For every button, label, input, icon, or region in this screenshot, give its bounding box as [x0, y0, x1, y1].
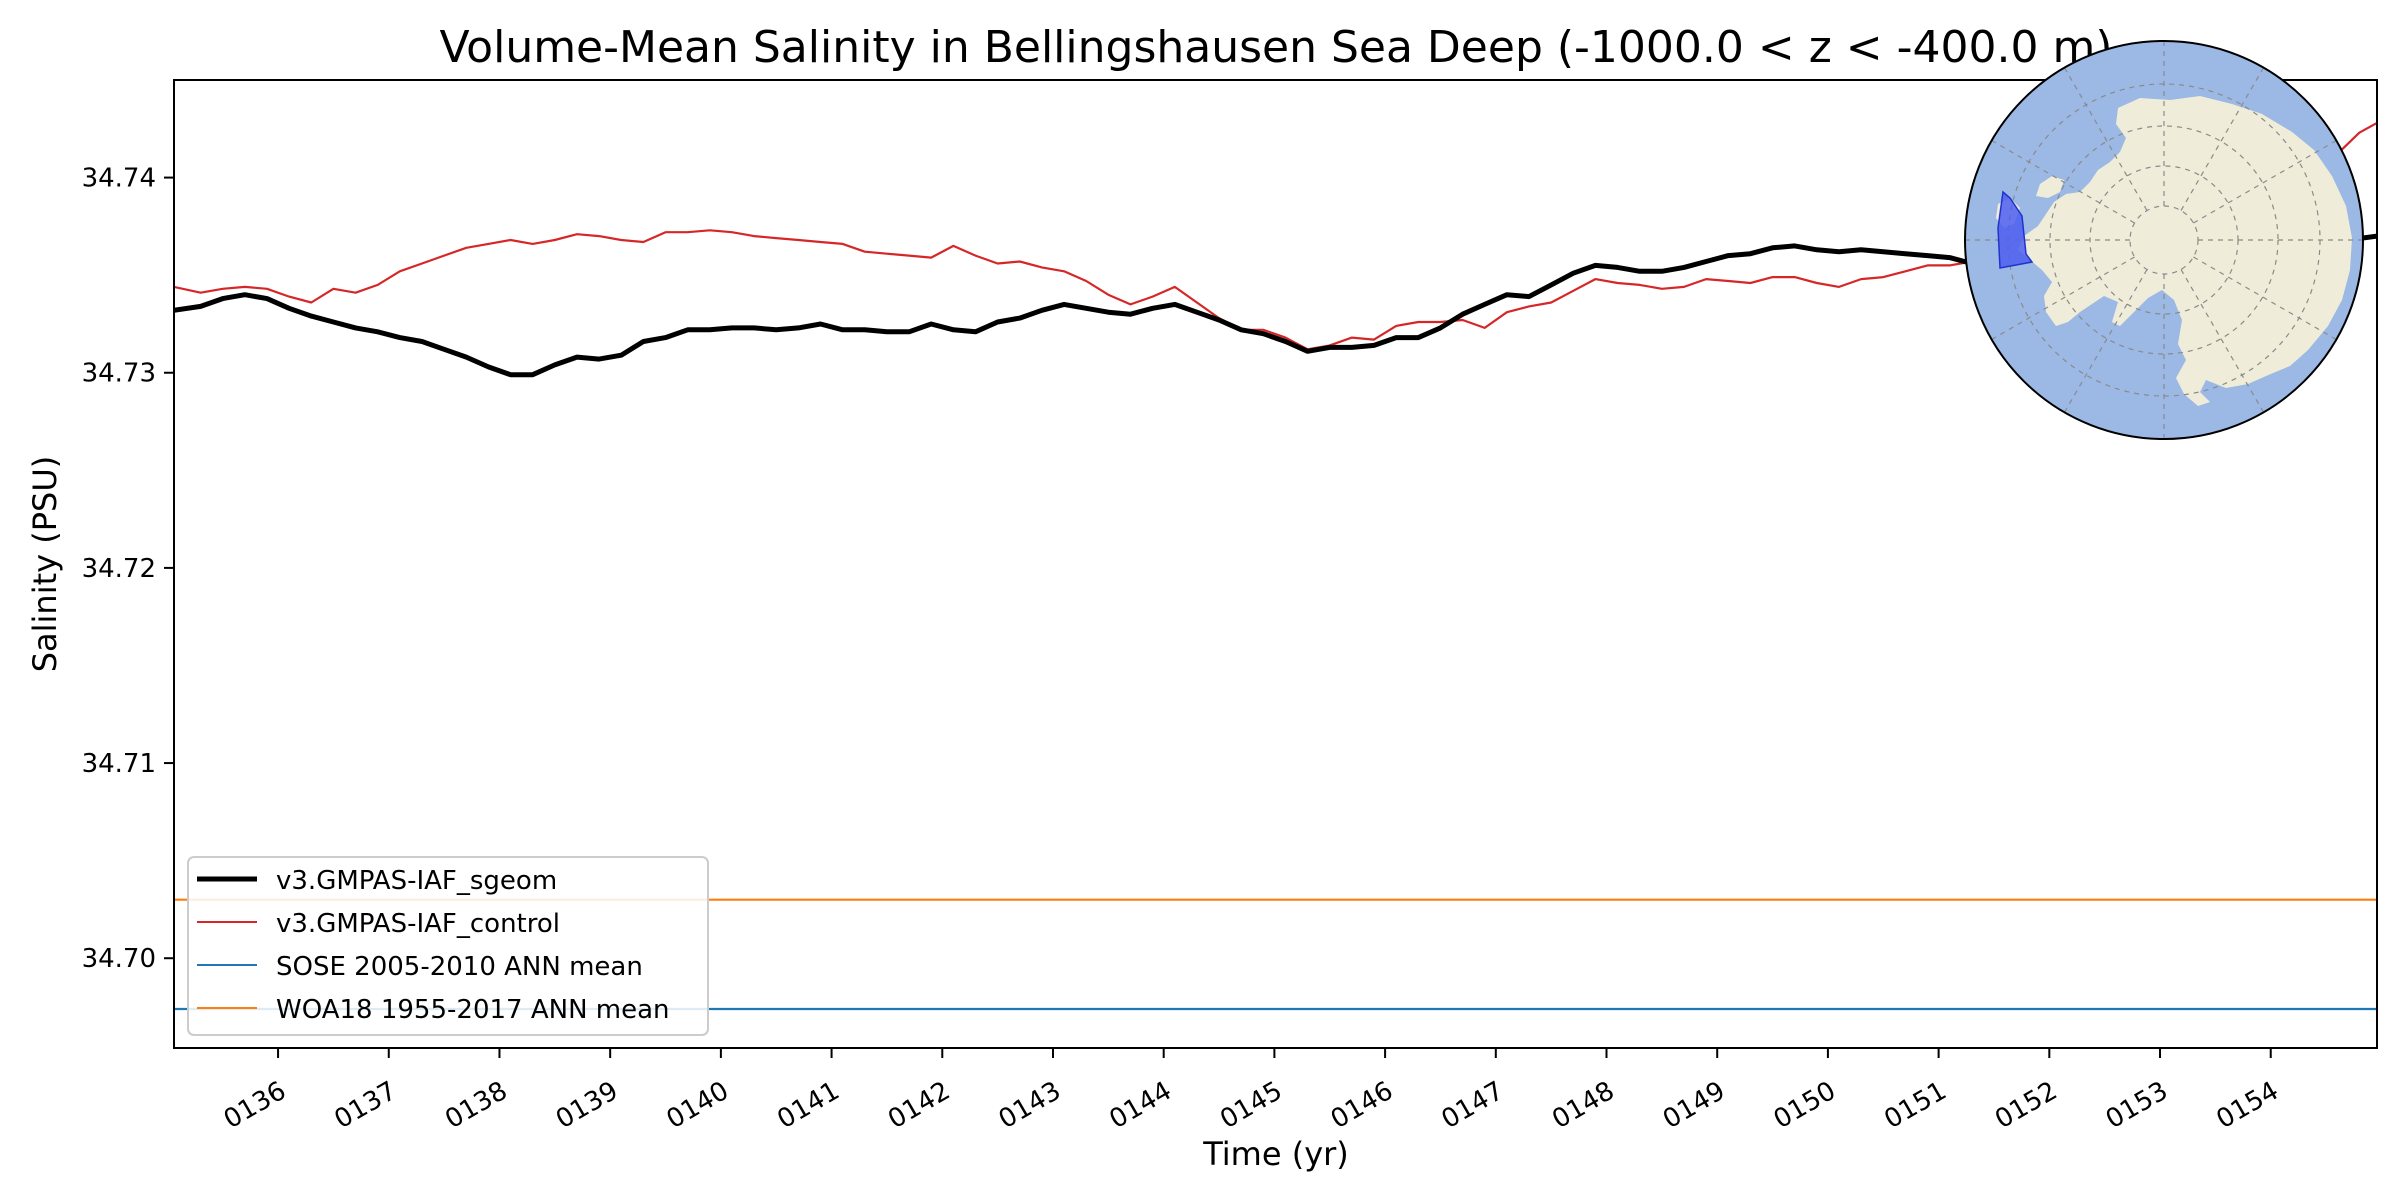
map-meridian-line — [2193, 256, 2337, 341]
legend-label-control: v3.GMPAS-IAF_control — [276, 909, 560, 939]
map-antarctica-land — [2018, 96, 2352, 406]
y-tick-label: 34.70 — [82, 944, 156, 974]
x-axis-label: Time (yr) — [1202, 1135, 1349, 1173]
y-tick-label: 34.74 — [82, 164, 156, 194]
y-axis-label: Salinity (PSU) — [26, 456, 64, 673]
series-line-1 — [174, 121, 2377, 351]
map-peninsula-land — [2036, 176, 2064, 198]
plot-frame — [173, 79, 2378, 1049]
series-line-0 — [174, 233, 2377, 378]
legend: v3.GMPAS-IAF_sgeom v3.GMPAS-IAF_control … — [187, 856, 709, 1036]
legend-label-sgeom: v3.GMPAS-IAF_sgeom — [276, 866, 557, 896]
map-meridians — [1965, 41, 2363, 439]
map-border — [1964, 40, 2364, 440]
inset-map — [1964, 40, 2364, 440]
legend-label-sose: SOSE 2005-2010 ANN mean — [276, 952, 643, 982]
map-meridian-line — [2180, 67, 2265, 211]
map-region-bellingshausen-sea — [1997, 190, 2034, 269]
map-meridian-line — [2180, 269, 2265, 413]
map-meridian-line — [2063, 269, 2148, 413]
y-axis: 34.70 34.71 34.72 34.73 34.74 — [82, 164, 174, 974]
legend-box — [187, 856, 709, 1036]
y-tick-label: 34.71 — [82, 749, 156, 779]
map-meridian-line — [1991, 256, 2135, 341]
chart-title: Volume-Mean Salinity in Bellingshausen S… — [439, 22, 2112, 73]
map-meridian-line — [2063, 67, 2148, 211]
y-tick-label: 34.73 — [82, 359, 156, 389]
legend-label-woa18: WOA18 1955-2017 ANN mean — [276, 995, 670, 1025]
map-meridian-line — [1991, 139, 2135, 224]
map-meridian-line — [2193, 139, 2337, 224]
y-tick-label: 34.72 — [82, 554, 156, 584]
